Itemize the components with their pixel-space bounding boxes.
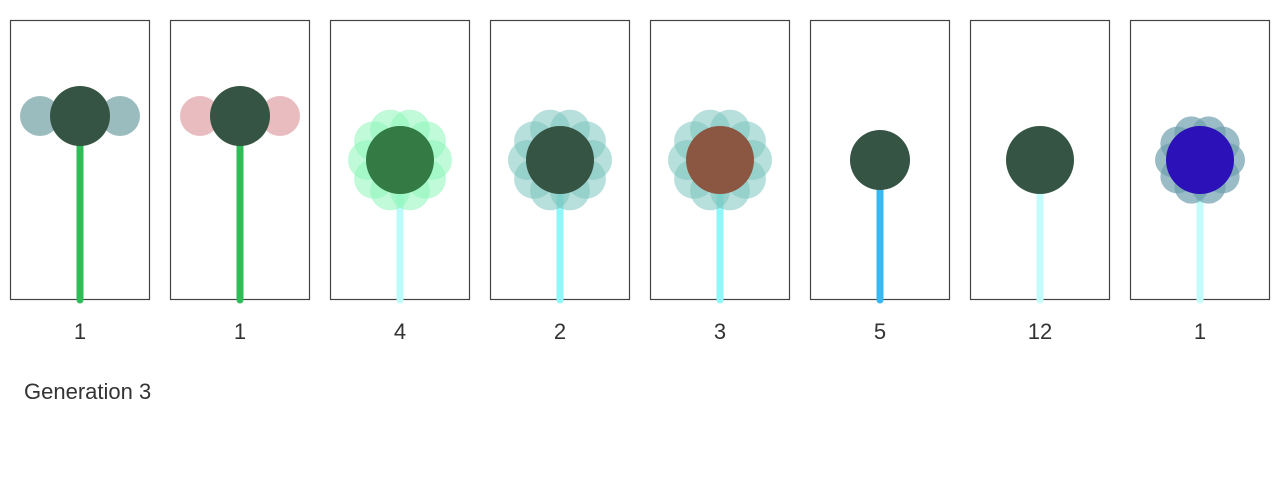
flower-card[interactable]: 3 — [640, 0, 800, 360]
flower-count-label: 2 — [553, 319, 567, 344]
flower-card[interactable]: 5 — [800, 0, 960, 360]
flower-drawing — [169, 19, 311, 304]
flower-count-label: 12 — [1027, 319, 1053, 344]
flower-card[interactable]: 4 — [320, 0, 480, 360]
flower-center — [50, 86, 110, 146]
generation-label: Generation 3 — [24, 379, 152, 404]
flower-petal — [20, 96, 60, 136]
flower-center — [850, 130, 910, 190]
flower-center — [686, 126, 754, 194]
flower-card[interactable]: 1 — [160, 0, 320, 360]
flower-card[interactable]: 1 — [0, 0, 160, 360]
flower-drawing — [1129, 19, 1271, 304]
flower-count-label: 5 — [873, 319, 887, 344]
flower-count-label: 1 — [233, 319, 247, 344]
flower-drawing — [649, 19, 791, 304]
flower-center — [1166, 126, 1234, 194]
flower-drawing — [809, 19, 951, 304]
flower-center — [526, 126, 594, 194]
flower-petal — [180, 96, 220, 136]
flower-center — [366, 126, 434, 194]
flower-drawing — [329, 19, 471, 304]
flower-card[interactable]: 2 — [480, 0, 640, 360]
flower-drawing — [489, 19, 631, 304]
flower-petal — [100, 96, 140, 136]
flower-drawing — [9, 19, 151, 304]
flower-center — [1006, 126, 1074, 194]
flower-count-label: 1 — [73, 319, 87, 344]
flower-center — [210, 86, 270, 146]
flower-count-label: 3 — [713, 319, 727, 344]
flower-drawing — [969, 19, 1111, 304]
flower-card[interactable]: 12 — [960, 0, 1120, 360]
flower-count-label: 4 — [393, 319, 407, 344]
flower-card[interactable]: 1 — [1120, 0, 1280, 360]
flower-petal — [260, 96, 300, 136]
flower-count-label: 1 — [1193, 319, 1207, 344]
